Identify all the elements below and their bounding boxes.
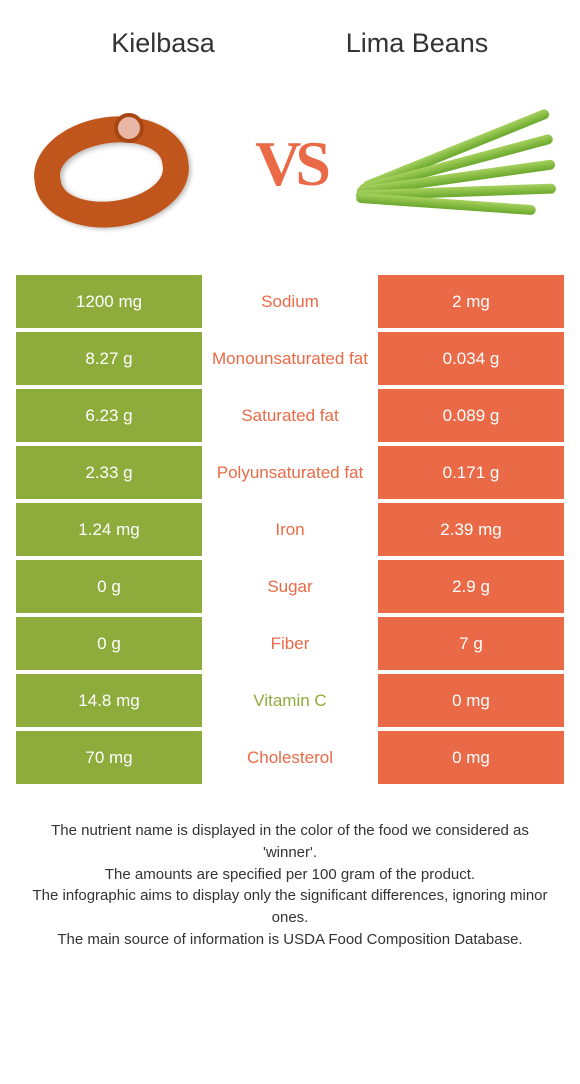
left-value-cell: 14.8 mg [16, 674, 202, 727]
left-value-cell: 0 g [16, 560, 202, 613]
lima-beans-image [356, 99, 556, 239]
left-value-cell: 8.27 g [16, 332, 202, 385]
table-row: 1200 mgSodium2 mg [16, 275, 564, 328]
vs-label: VS [255, 132, 325, 196]
right-food-title: Lima Beans [290, 28, 544, 59]
nutrient-label-cell: Cholesterol [202, 731, 378, 784]
footer-line: The infographic aims to display only the… [28, 885, 552, 929]
footer-line: The amounts are specified per 100 gram o… [28, 864, 552, 886]
right-value-cell: 2.39 mg [378, 503, 564, 556]
nutrient-label-cell: Saturated fat [202, 389, 378, 442]
right-value-cell: 7 g [378, 617, 564, 670]
table-row: 8.27 gMonounsaturated fat0.034 g [16, 332, 564, 385]
left-value-cell: 70 mg [16, 731, 202, 784]
nutrient-label-cell: Monounsaturated fat [202, 332, 378, 385]
right-value-cell: 2 mg [378, 275, 564, 328]
left-food-title: Kielbasa [36, 28, 290, 59]
footer-notes: The nutrient name is displayed in the co… [0, 788, 580, 951]
right-value-cell: 0 mg [378, 674, 564, 727]
left-value-cell: 2.33 g [16, 446, 202, 499]
kielbasa-image [24, 99, 224, 239]
nutrient-label-cell: Vitamin C [202, 674, 378, 727]
table-row: 0 gSugar2.9 g [16, 560, 564, 613]
left-value-cell: 0 g [16, 617, 202, 670]
right-value-cell: 0 mg [378, 731, 564, 784]
right-value-cell: 0.089 g [378, 389, 564, 442]
nutrient-label-cell: Fiber [202, 617, 378, 670]
nutrient-label-cell: Sugar [202, 560, 378, 613]
table-row: 1.24 mgIron2.39 mg [16, 503, 564, 556]
right-value-cell: 0.171 g [378, 446, 564, 499]
nutrient-label-cell: Polyunsaturated fat [202, 446, 378, 499]
footer-line: The nutrient name is displayed in the co… [28, 820, 552, 864]
right-value-cell: 0.034 g [378, 332, 564, 385]
left-value-cell: 6.23 g [16, 389, 202, 442]
table-row: 6.23 gSaturated fat0.089 g [16, 389, 564, 442]
right-value-cell: 2.9 g [378, 560, 564, 613]
comparison-table: 1200 mgSodium2 mg8.27 gMonounsaturated f… [16, 275, 564, 784]
left-value-cell: 1.24 mg [16, 503, 202, 556]
nutrient-label-cell: Sodium [202, 275, 378, 328]
table-row: 14.8 mgVitamin C0 mg [16, 674, 564, 727]
table-row: 0 gFiber7 g [16, 617, 564, 670]
nutrient-label-cell: Iron [202, 503, 378, 556]
left-value-cell: 1200 mg [16, 275, 202, 328]
images-row: VS [0, 69, 580, 275]
table-row: 2.33 gPolyunsaturated fat0.171 g [16, 446, 564, 499]
table-row: 70 mgCholesterol0 mg [16, 731, 564, 784]
header: Kielbasa Lima Beans [0, 0, 580, 69]
footer-line: The main source of information is USDA F… [28, 929, 552, 951]
